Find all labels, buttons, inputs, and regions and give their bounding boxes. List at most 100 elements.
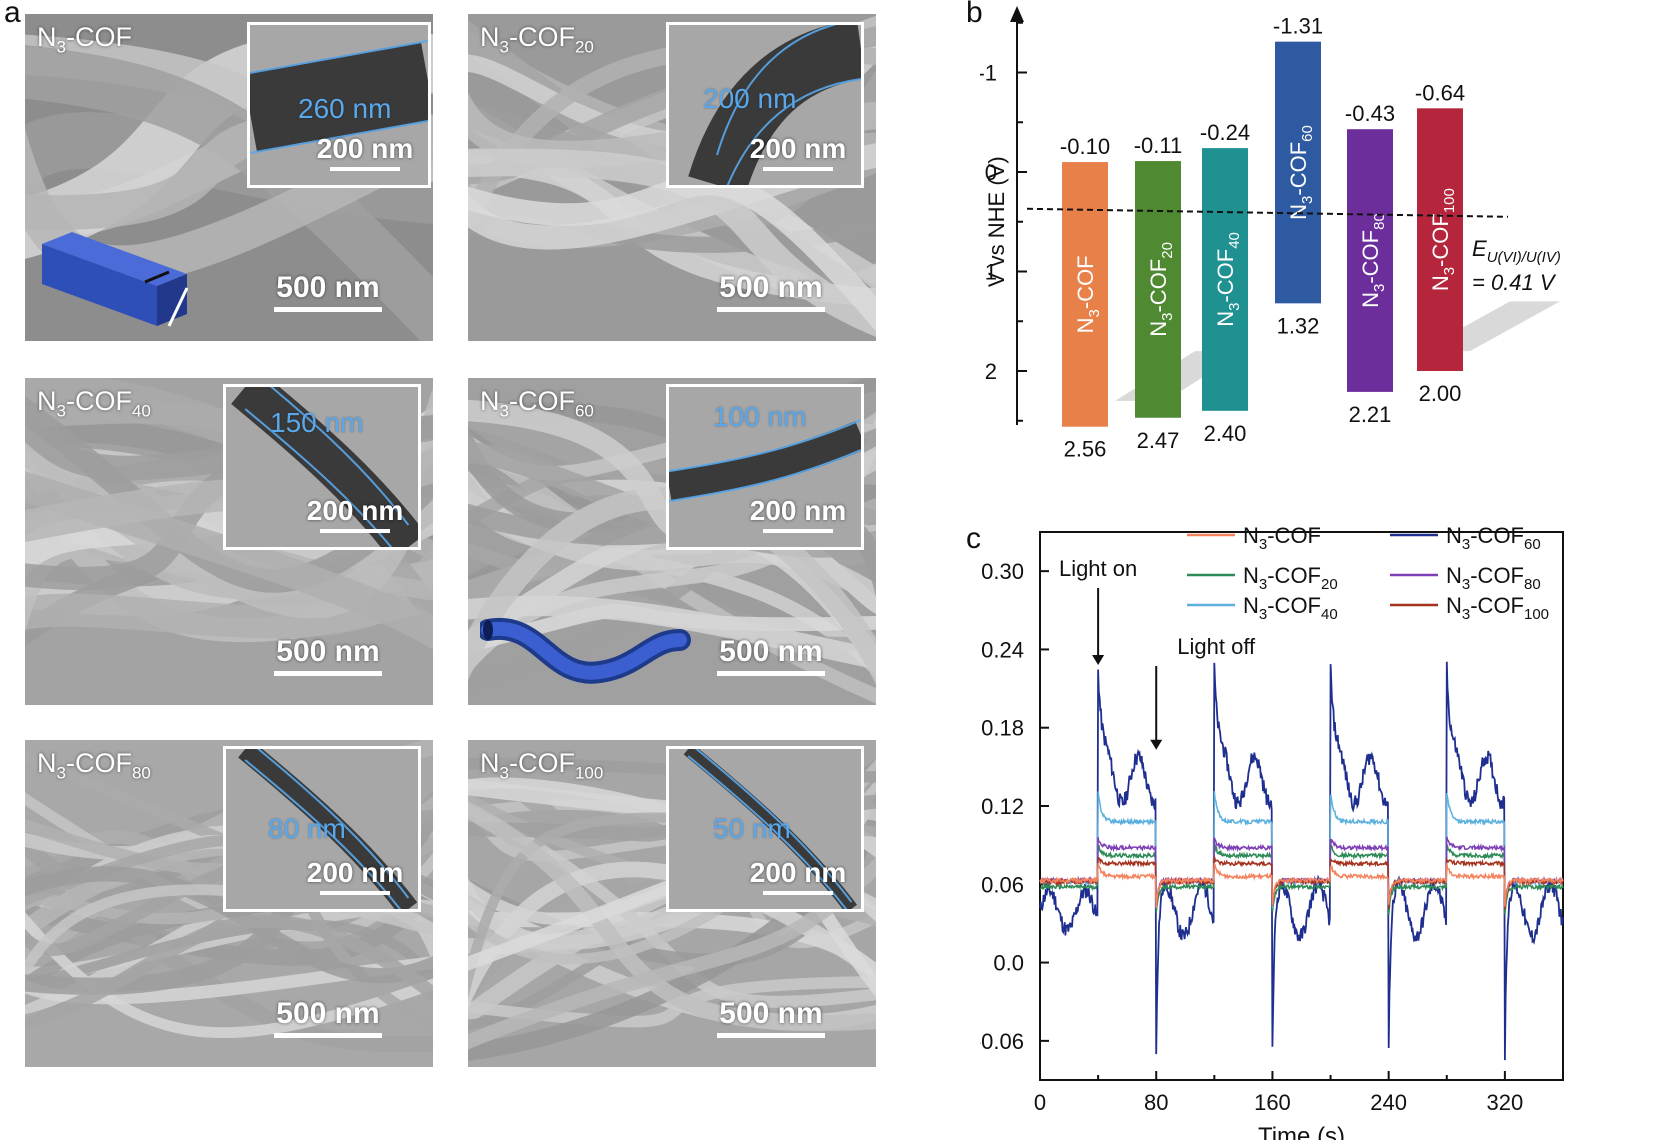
band-bar <box>1135 161 1181 418</box>
band-bar <box>1417 108 1463 371</box>
bar-sample-label: N3-COF20 <box>1146 242 1176 337</box>
y-tick-label: 0.12 <box>981 794 1024 819</box>
scale-bar-label: 500 nm <box>276 635 380 668</box>
series-line-1 <box>1039 862 1564 908</box>
sem-image-2: N3-COF20 500 nm 200 nm 200 nm <box>468 14 876 341</box>
vb-value-label: 2.00 <box>1419 381 1462 406</box>
sem-image-3: N3-COF40 500 nm 150 nm 200 nm <box>25 378 433 705</box>
series-line-4 <box>1039 661 1564 1061</box>
x-tick-label: 240 <box>1370 1090 1407 1115</box>
width-measurement-label: 80 nm <box>268 813 346 844</box>
scale-bar-label: 500 nm <box>276 271 380 304</box>
legend-label: N3-COF100 <box>1446 593 1549 623</box>
cb-value-label: -0.10 <box>1060 134 1110 159</box>
reference-line <box>1026 207 1509 218</box>
legend-label: N3-COF20 <box>1243 563 1338 593</box>
tem-inset: 150 nm 200 nm <box>223 384 421 550</box>
scale-bar: 500 nm <box>263 635 393 676</box>
y-tick-label: 0.24 <box>981 637 1024 662</box>
y-tick-label: 2 <box>985 359 997 384</box>
sem-image-4: N3-COF60 500 nm 100 nm 200 nm <box>468 378 876 705</box>
sem-image-6: N3-COF100 500 nm 50 nm 200 nm <box>468 740 876 1067</box>
sample-label: N3-COF60 <box>480 386 594 421</box>
width-measurement-label: 100 nm <box>713 401 807 432</box>
legend-label: N3-COF80 <box>1446 563 1541 593</box>
inset-scale-bar: 200 nm <box>300 495 410 533</box>
bar-sample-label: N3-COF <box>1073 255 1103 333</box>
annotation-label: Light off <box>1177 634 1256 659</box>
bar-sample-label: N3-COF100 <box>1428 188 1458 291</box>
reference-line-label: EU(VI)/U(IV) <box>1472 236 1561 266</box>
nanobelt-model-icon <box>42 232 189 327</box>
x-tick-label: 0 <box>1034 1090 1046 1115</box>
panel-c-letter: c <box>966 522 981 555</box>
series-line-2 <box>1039 841 1564 915</box>
legend-label: N3-COF40 <box>1243 593 1338 623</box>
cb-value-label: -0.24 <box>1200 120 1250 145</box>
cb-value-label: -0.11 <box>1134 133 1183 158</box>
vb-value-label: 2.56 <box>1064 437 1107 462</box>
width-measurement-label: 200 nm <box>703 83 797 114</box>
x-tick-label: 80 <box>1144 1090 1168 1115</box>
annotation-label: Light on <box>1059 556 1137 581</box>
width-measurement-label: 150 nm <box>270 407 364 438</box>
scale-bar: 500 nm <box>706 997 836 1038</box>
inset-scale-bar: 200 nm <box>743 133 853 171</box>
y-tick-label: 0.18 <box>981 716 1024 741</box>
scale-bar-label: 500 nm <box>719 271 823 304</box>
tem-inset: 260 nm 200 nm <box>247 22 431 188</box>
tem-inset: 80 nm 200 nm <box>223 746 421 912</box>
cb-value-label: -0.64 <box>1415 80 1465 105</box>
sample-label: N3-COF20 <box>480 22 594 57</box>
scale-bar: 500 nm <box>263 271 393 312</box>
inset-scale-bar: 200 nm <box>310 133 420 171</box>
x-tick-label: 160 <box>1254 1090 1291 1115</box>
inset-scale-bar: 200 nm <box>300 857 410 895</box>
bar-sample-label: N3-COF40 <box>1213 232 1243 327</box>
sample-label: N3-COF100 <box>480 748 604 783</box>
y-tick-label: 1 <box>985 260 997 285</box>
vb-value-label: 2.21 <box>1349 402 1392 427</box>
vb-value-label: 1.32 <box>1277 313 1320 338</box>
vb-value-label: 2.47 <box>1137 428 1180 453</box>
cb-value-label: -0.43 <box>1345 101 1395 126</box>
x-axis-title: Time (s) <box>1258 1123 1345 1140</box>
annotation-arrowhead <box>1092 655 1105 665</box>
tem-inset: 100 nm 200 nm <box>666 384 864 550</box>
width-measurement-label: 50 nm <box>713 813 791 844</box>
band-structure-chart: -1 0 1 2 V vs NHE (V) -0.10 2.56 N3-COF -0.11 2.4… <box>980 6 1561 462</box>
sem-image-5: N3-COF80 500 nm 80 nm 200 nm <box>25 740 433 1067</box>
band-bar <box>1202 148 1248 411</box>
scale-bar-label: 500 nm <box>719 997 823 1030</box>
photocurrent-chart: -0.06 0.0 0.06 0.12 0.18 0.24 0.30 0 80 160 240 320… <box>980 523 1564 1140</box>
band-bar <box>1062 162 1108 427</box>
legend-label: N3-COF <box>1243 523 1321 553</box>
x-tick-label: 320 <box>1487 1090 1524 1115</box>
scale-bar-label: 500 nm <box>719 635 823 668</box>
fiber-texture <box>468 15 876 337</box>
y-tick-label: 0.0 <box>993 951 1024 976</box>
panel-a-letter: a <box>4 0 21 29</box>
scale-bar: 500 nm <box>706 635 836 676</box>
y-axis-title: V vs NHE (V) <box>984 156 1009 287</box>
scale-bar: 500 nm <box>706 271 836 312</box>
width-measurement-label: 260 nm <box>298 93 392 124</box>
nanotube-model-icon <box>480 617 691 684</box>
legend-label: N3-COF60 <box>1446 523 1541 553</box>
annotation-arrowhead <box>1150 739 1163 750</box>
panel-b-letter: b <box>966 0 983 29</box>
y-tick-label: 0 <box>985 160 997 185</box>
inset-scale-bar: 200 nm <box>743 495 853 533</box>
y-axis-arrow <box>1010 6 1024 22</box>
sample-label: N3-COF80 <box>37 748 151 783</box>
scale-bar-label: 500 nm <box>276 997 380 1030</box>
bar-sample-label: N3-COF60 <box>1286 125 1316 220</box>
cb-value-label: -1.31 <box>1273 14 1323 39</box>
sample-label: N3-COF <box>37 22 132 57</box>
series-line-5 <box>1039 836 1564 909</box>
sample-label: N3-COF40 <box>37 386 151 421</box>
y-tick-label: -0.06 <box>980 1029 1024 1054</box>
scale-bar: 500 nm <box>263 997 393 1038</box>
tem-inset: 50 nm 200 nm <box>666 746 864 912</box>
band-bar <box>1347 129 1393 392</box>
